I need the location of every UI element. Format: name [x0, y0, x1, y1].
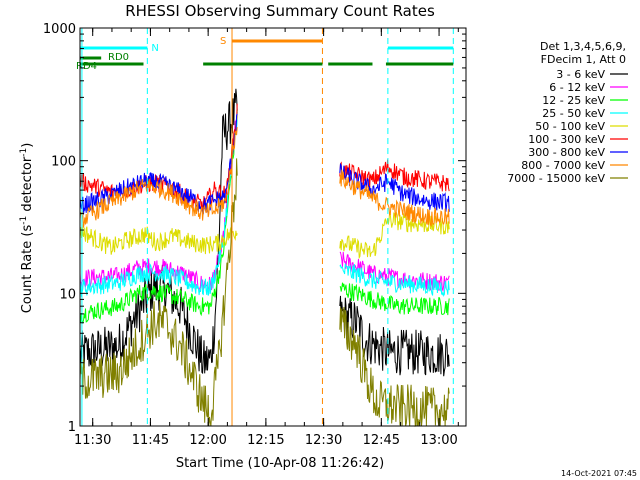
legend-label-2: 12 - 25 keV: [542, 94, 605, 107]
x-tick-label-3: 12:15: [247, 433, 284, 448]
legend: Det 1,3,4,5,6,9,FDecim 1, Att 0 3 - 6 keV…: [507, 40, 628, 185]
series-line-0-post: [339, 295, 450, 377]
legend-label-4: 50 - 100 keV: [535, 120, 605, 133]
y-tick-label-2: 100: [51, 155, 76, 170]
y-axis-label-sup1: -1: [19, 216, 29, 225]
series-line-7-post: [339, 169, 450, 227]
plot-area: N S RD0 RD4: [76, 28, 454, 428]
legend-label-5: 100 - 300 keV: [528, 133, 605, 146]
series-line-4-baseline: [79, 224, 238, 255]
series-line-5-post: [339, 159, 450, 192]
series-line-4-post: [339, 212, 450, 260]
legend-label-7: 800 - 7000 keV: [521, 159, 605, 172]
x-tick-label-1: 11:45: [132, 433, 169, 448]
series-line-2-baseline: [79, 110, 238, 324]
x-tick-label-6: 13:00: [420, 433, 457, 448]
legend-label-3: 25 - 50 keV: [542, 107, 605, 120]
axes-frame: [79, 27, 467, 427]
axes: 11:30 11:45 12:00 12:15 12:30 12:45 13:00 1 10 10…: [43, 22, 467, 448]
x-axis-label: Start Time (10-Apr-08 11:26:42): [176, 456, 384, 471]
legend-header-0: Det 1,3,4,5,6,9,: [540, 40, 626, 53]
x-tick-label-0: 11:30: [74, 433, 111, 448]
flag-label-RD0: RD0: [108, 52, 129, 63]
legend-label-6: 300 - 800 keV: [528, 146, 605, 159]
series-line-3-baseline: [79, 119, 238, 297]
series-line-0-baseline: [79, 88, 238, 375]
legend-label-1: 6 - 12 keV: [549, 81, 605, 94]
legend-label-8: 7000 - 15000 keV: [507, 172, 605, 185]
series-line-6-baseline: [79, 113, 238, 215]
series-line-3-post: [339, 263, 450, 298]
y-axis-label-mid: detector: [20, 156, 35, 216]
flag-label-N: N: [151, 43, 158, 54]
x-tick-label-2: 12:00: [189, 433, 226, 448]
timestamp: 14-Oct-2021 07:45: [561, 469, 637, 478]
flag-label-RD4: RD4: [76, 61, 97, 72]
legend-label-0: 3 - 6 keV: [556, 68, 605, 81]
series-line-7-baseline: [79, 127, 238, 228]
chart-title: RHESSI Observing Summary Count Rates: [125, 2, 435, 20]
series-line-2-post: [339, 282, 450, 316]
y-tick-label-1: 10: [59, 287, 76, 302]
x-tick-label-4: 12:30: [305, 433, 342, 448]
x-tick-label-5: 12:45: [363, 433, 400, 448]
y-axis-label-main: Count Rate (s: [20, 225, 35, 314]
y-tick-label-3: 1000: [43, 22, 76, 37]
y-axis-label-end: ): [20, 143, 35, 148]
flag-label-S: S: [220, 36, 226, 47]
series-line-8-baseline: [79, 158, 238, 427]
y-axis-label-sup2: -1: [19, 148, 29, 157]
series-line-8-post: [339, 306, 450, 428]
y-tick-label-0: 1: [68, 420, 76, 435]
legend-header-1: FDecim 1, Att 0: [541, 53, 626, 66]
y-axis-label: Count Rate (s-1 detector-1): [19, 143, 35, 314]
